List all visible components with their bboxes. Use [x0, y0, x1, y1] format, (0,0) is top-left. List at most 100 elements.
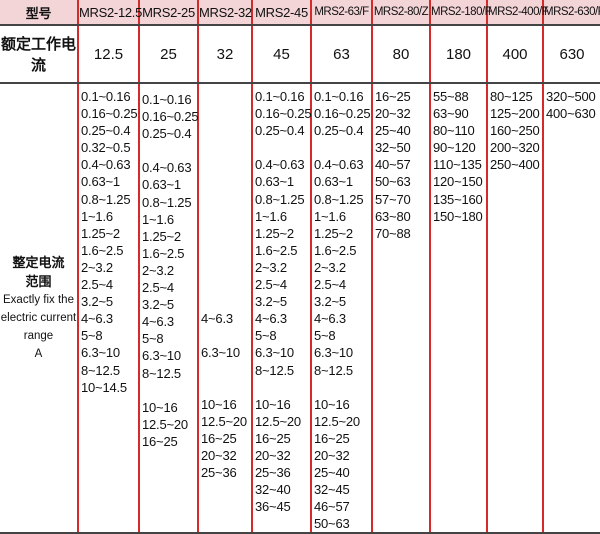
range-value — [201, 379, 251, 396]
range-value: 5~8 — [142, 331, 164, 347]
range-value: 0.63~1 — [255, 174, 294, 190]
range-value: 0.1~0.16 — [255, 89, 305, 104]
range-value: 0.1~0.16 — [81, 89, 131, 104]
range-value: 0.16~0.25 — [81, 106, 138, 122]
range-value: 3.2~5 — [255, 294, 287, 310]
range-value — [201, 242, 251, 259]
range-value — [201, 259, 251, 276]
range-value: 2.5~4 — [314, 277, 346, 293]
range-value: 8~12.5 — [81, 362, 120, 378]
range-value: 0.8~1.25 — [142, 194, 192, 210]
label-en-3: range — [23, 330, 54, 343]
range-value: 0.16~0.25 — [142, 109, 199, 125]
range-value: 1~1.6 — [255, 208, 287, 224]
range-value: 120~150 — [433, 174, 483, 190]
range-value: 0.63~1 — [142, 177, 181, 193]
range-column: 55~88 63~90 80~110 90~120 110~135 120~150 135~… — [429, 83, 487, 534]
range-value: 2~3.2 — [142, 262, 174, 278]
range-list: 0.1~0.16 0.16~0.25 0.25~0.4 0.4~0.63 0.63~1 0… — [253, 84, 312, 515]
range-value: 6.3~10 — [314, 345, 353, 361]
range-value: 4~6.3 — [142, 314, 174, 330]
range-value — [142, 142, 197, 159]
range-value — [142, 382, 197, 399]
range-value: 6.3~10 — [142, 348, 181, 364]
model-label: 型号 — [0, 0, 78, 26]
range-value: 5~8 — [81, 328, 103, 344]
range-value — [201, 122, 251, 139]
range-value: 1.25~2 — [314, 225, 353, 241]
range-value — [201, 105, 251, 122]
range-value: 6.3~10 — [255, 345, 294, 361]
rated-current-value: 630 — [542, 25, 600, 84]
range-value: 8~12.5 — [314, 362, 353, 378]
range-value: 32~50 — [375, 140, 411, 156]
range-value: 25~40 — [314, 465, 350, 481]
range-value — [255, 139, 310, 156]
label-cn-2: 范围 — [25, 274, 52, 290]
range-value — [201, 293, 251, 310]
range-column: 0.1~0.16 0.16~0.25 0.25~0.4 0.32~0.5 0.4~0.6… — [77, 83, 139, 534]
range-value — [201, 225, 251, 242]
range-value: 0.1~0.16 — [142, 92, 192, 107]
rated-current-value: 45 — [251, 25, 311, 84]
model-header: MRS2-180/F — [429, 0, 492, 26]
range-column: 0.1~0.16 0.16~0.25 0.25~0.4 0.4~0.63 0.63~1 0… — [138, 83, 199, 534]
range-value: 16~25 — [201, 430, 237, 446]
range-value: 160~250 — [490, 123, 540, 139]
range-value — [201, 156, 251, 173]
range-value: 50~63 — [375, 174, 411, 190]
range-value: 4~6.3 — [81, 311, 113, 327]
range-value: 400~630 — [546, 106, 596, 122]
model-header: MRS2-32 — [197, 0, 252, 26]
range-value: 2.5~4 — [81, 277, 113, 293]
range-value: 63~90 — [433, 106, 469, 122]
range-value: 25~40 — [375, 123, 411, 139]
range-value: 36~45 — [255, 499, 291, 515]
rated-current-label: 额定工作电流 — [0, 25, 78, 84]
range-value — [201, 327, 251, 344]
range-value: 4~6.3 — [201, 311, 233, 327]
range-value: 1.6~2.5 — [255, 242, 298, 258]
range-value: 0.8~1.25 — [81, 191, 131, 207]
range-value: 1.6~2.5 — [81, 242, 124, 258]
range-column: 16~25 20~32 25~40 32~50 40~57 50~63 57~70 63~80… — [371, 83, 430, 534]
range-value: 20~32 — [255, 447, 291, 463]
range-value: 8~12.5 — [255, 362, 294, 378]
range-value: 0.4~0.63 — [255, 157, 305, 173]
range-value: 1.25~2 — [255, 225, 294, 241]
rated-current-value: 12.5 — [77, 25, 139, 84]
label-en-2: electric current — [0, 312, 77, 325]
range-value: 16~25 — [255, 430, 291, 446]
range-value: 32~45 — [314, 482, 350, 498]
range-value: 1.6~2.5 — [142, 245, 185, 261]
range-value: 3.2~5 — [142, 297, 174, 313]
range-column: 4~6.3 6.3~10 10~16 12.5~20 16~25 20~32 25~36 — [197, 83, 252, 534]
range-value: 20~32 — [314, 447, 350, 463]
range-value: 150~180 — [433, 208, 483, 224]
range-value — [314, 379, 371, 396]
range-value: 0.25~0.4 — [255, 123, 305, 139]
range-value — [201, 173, 251, 190]
model-header: MRS2-630/F — [542, 0, 600, 26]
range-value: 1~1.6 — [142, 211, 174, 227]
range-list: 80~125 125~200 160~250 200~320 250~400 — [488, 84, 542, 173]
range-value: 0.8~1.25 — [314, 191, 364, 207]
range-value: 32~40 — [255, 482, 291, 498]
range-value: 20~32 — [375, 106, 411, 122]
range-value: 16~25 — [314, 430, 350, 446]
range-value — [314, 139, 371, 156]
range-value: 110~135 — [433, 157, 482, 173]
range-value: 1~1.6 — [314, 208, 346, 224]
rated-current-value: 180 — [429, 25, 487, 84]
range-value: 16~25 — [375, 89, 411, 104]
range-value: 2~3.2 — [314, 259, 346, 275]
range-value: 0.4~0.63 — [81, 157, 131, 173]
range-value: 20~32 — [201, 447, 237, 463]
range-list: 4~6.3 6.3~10 10~16 12.5~20 16~25 20~32 25~36 — [199, 84, 251, 481]
range-value — [201, 276, 251, 293]
range-value — [201, 191, 251, 208]
range-value: 0.32~0.5 — [81, 140, 131, 156]
model-header: MRS2-80/Z — [371, 0, 430, 26]
range-value: 5~8 — [314, 328, 336, 344]
